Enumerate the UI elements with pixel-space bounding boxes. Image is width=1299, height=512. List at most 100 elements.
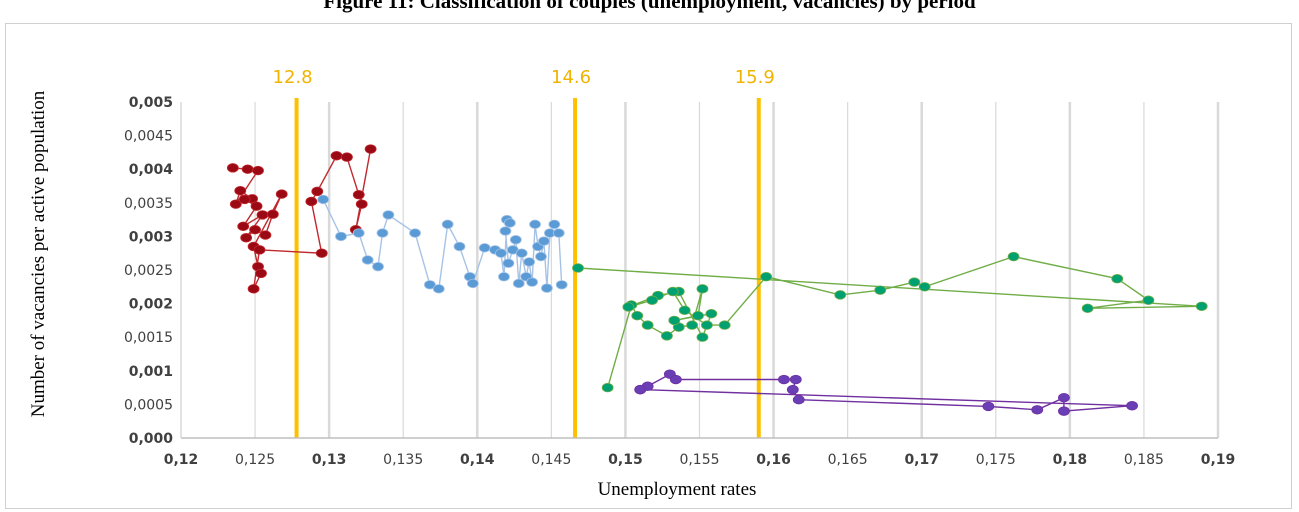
series-4-point — [786, 384, 799, 395]
series-1-point — [250, 201, 263, 211]
series-3-point — [705, 308, 718, 319]
series-1-point — [266, 209, 279, 219]
series-2-point — [361, 255, 374, 265]
series-2-point — [441, 219, 454, 230]
y-tick-label: 0,0025 — [124, 263, 173, 279]
series-2-point — [453, 241, 466, 252]
series-2-point — [335, 231, 347, 242]
series-4-line — [639, 373, 1133, 412]
x-tick-label: 0,155 — [679, 452, 719, 468]
series-2-point — [498, 272, 510, 282]
x-tick-label: 0,13 — [312, 452, 347, 468]
series-2-point — [526, 277, 538, 287]
series-layer — [226, 144, 1208, 416]
series-1-point — [275, 189, 288, 199]
series-1-point — [234, 186, 247, 196]
x-tick-label: 0,135 — [383, 452, 423, 468]
x-tick-label: 0,185 — [1124, 452, 1164, 468]
x-tick-label: 0,125 — [235, 452, 275, 468]
series-4-point — [792, 394, 805, 405]
series-4-point — [789, 374, 802, 385]
y-tick-label: 0,003 — [129, 229, 173, 245]
x-tick-label: 0,165 — [828, 452, 868, 468]
series-1-point — [253, 245, 266, 255]
x-tick-label: 0,145 — [531, 452, 571, 468]
series-4-point — [1058, 406, 1070, 416]
series-1-point — [330, 151, 343, 161]
series-1-point — [237, 221, 250, 232]
series-4-point — [1126, 401, 1138, 411]
series-1-point — [315, 248, 328, 258]
y-tick-label: 0,002 — [129, 297, 173, 313]
y-tick-label: 0,0035 — [124, 196, 173, 212]
series-3-point — [1007, 251, 1020, 262]
series-3-point — [678, 305, 691, 316]
series-2-point — [466, 278, 479, 289]
series-3-point — [760, 272, 773, 282]
series-3-point — [834, 290, 847, 300]
series-2-point — [376, 228, 389, 238]
series-4-point — [669, 374, 682, 385]
series-2-point — [548, 219, 561, 230]
series-2-point — [502, 258, 515, 268]
series-4-point — [1031, 405, 1044, 415]
y-tick-label: 0,001 — [129, 364, 173, 380]
series-3-point — [686, 320, 698, 330]
series-3-point — [601, 382, 614, 393]
x-tick-label: 0,18 — [1053, 452, 1088, 468]
series-2-point — [541, 283, 553, 293]
series-4-point — [634, 384, 647, 395]
series-2-point — [409, 228, 421, 238]
grid-layer — [254, 102, 1220, 438]
series-4-point — [778, 374, 790, 385]
series-1-point — [256, 210, 269, 220]
series-2-point — [503, 218, 516, 228]
series-3-point — [572, 263, 584, 273]
series-3-point — [1111, 274, 1124, 284]
y-tick-label: 0,000 — [129, 431, 174, 447]
series-2-point — [529, 219, 541, 230]
period-divider-label: 15.9 — [735, 67, 775, 88]
series-1-point — [352, 190, 365, 200]
y-tick-label: 0,0045 — [124, 129, 173, 145]
chart-svg: 12.8 14.6 15.9 0,12 0,125 0,13 0,135 0,14 0,145… — [28, 67, 1235, 500]
y-tick-label: 0,0015 — [124, 330, 173, 346]
series-2-point — [512, 278, 525, 289]
series-4-point — [1058, 392, 1070, 403]
period-divider-label: 12.8 — [273, 67, 313, 88]
series-2-point — [372, 261, 384, 272]
series-3-point — [1195, 301, 1208, 311]
series-2-point — [478, 243, 491, 253]
y-axis-label: Number of vacancies per active populatio… — [28, 90, 49, 417]
series-3-point — [666, 286, 679, 297]
series-3-point — [668, 315, 681, 326]
series-1-point — [355, 199, 368, 209]
series-3-point — [646, 295, 658, 305]
series-3-point — [641, 320, 654, 330]
series-2-point — [317, 194, 330, 205]
period-divider-label: 14.6 — [551, 67, 591, 88]
series-3-point — [908, 277, 921, 287]
series-2-point — [523, 257, 536, 267]
series-3-point — [692, 310, 704, 321]
series-3-point — [696, 284, 709, 294]
series-3-point — [1081, 303, 1094, 314]
series-1-point — [252, 165, 264, 176]
series-3-point — [874, 285, 887, 295]
series-3-point — [1142, 295, 1155, 305]
x-tick-label: 0,17 — [904, 452, 939, 468]
series-4-point — [982, 401, 995, 412]
series-2-point — [509, 235, 522, 245]
series-1-point — [247, 284, 260, 294]
x-tick-label: 0,16 — [756, 452, 791, 468]
series-1-point — [311, 186, 324, 197]
series-2-point — [352, 228, 365, 238]
x-tick-label: 0,175 — [976, 452, 1016, 468]
series-3-point — [631, 310, 644, 321]
series-2-point — [382, 210, 395, 220]
series-2-point — [535, 251, 547, 262]
series-3-point — [701, 320, 713, 330]
series-3-point — [661, 331, 673, 341]
series-2-point — [423, 280, 436, 290]
series-3-point — [696, 332, 709, 342]
